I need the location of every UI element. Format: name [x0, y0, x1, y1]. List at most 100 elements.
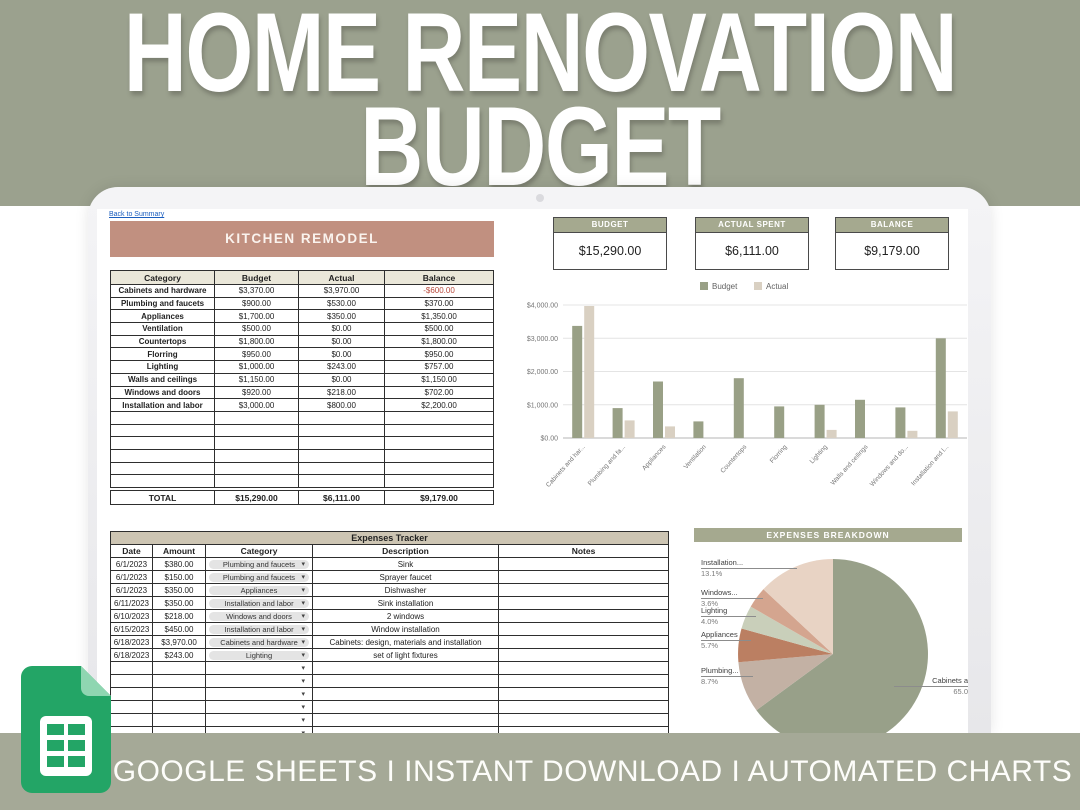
pie-label-lighting: Lighting 4.0% — [701, 606, 756, 626]
chevron-down-icon: ▾ — [301, 638, 305, 646]
budget-table: Category Budget Actual Balance Cabinets and … — [110, 270, 494, 488]
summary-card-value: $9,179.00 — [864, 244, 920, 258]
svg-text:Actual: Actual — [766, 282, 788, 291]
total-row: TOTAL $15,290.00 $6,111.00 $9,179.00 — [110, 490, 494, 505]
tracker-row: ▾ — [110, 674, 670, 688]
category-dropdown[interactable]: Appliances ▾ — [209, 585, 309, 595]
category-dropdown[interactable]: ▾ — [209, 677, 309, 686]
tracker-title-row: Expenses Tracker — [109, 531, 670, 545]
footer-text: GOOGLE SHEETS I INSTANT DOWNLOAD I AUTOM… — [112, 755, 1073, 788]
svg-text:Florring: Florring — [769, 443, 789, 464]
svg-text:Ventilation: Ventilation — [683, 443, 709, 470]
category-dropdown[interactable]: Plumbing and faucets ▾ — [209, 559, 309, 569]
tracker-header-row: Date Amount Category Description Notes — [110, 544, 670, 558]
chevron-down-icon: ▾ — [301, 586, 305, 594]
spreadsheet-screen: Back to Summary KITCHEN REMODEL Category… — [97, 209, 968, 733]
chevron-down-icon: ▾ — [301, 573, 305, 581]
tracker-row: 6/15/2023 $450.00 Installation and labor ▾ W… — [110, 622, 670, 636]
table-row: Appliances $1,700.00 $350.00 $1,350.00 — [110, 309, 494, 324]
section-title: KITCHEN REMODEL — [110, 221, 494, 257]
summary-card-actual-spent: ACTUAL SPENT $6,111.00 — [695, 217, 809, 270]
banner-title-line2: BUDGET — [360, 84, 721, 210]
chevron-down-icon: ▾ — [301, 690, 305, 698]
chevron-down-icon: ▾ — [301, 716, 305, 724]
table-row — [110, 410, 494, 425]
category-dropdown[interactable]: ▾ — [209, 703, 309, 712]
tracker-row: 6/1/2023 $150.00 Plumbing and faucets ▾ Spra… — [110, 570, 670, 584]
banner-title: HOME RENOVATION BUDGET — [0, 0, 1080, 210]
summary-card-budget: BUDGET $15,290.00 — [553, 217, 667, 270]
table-row — [110, 474, 494, 488]
table-row: Walls and ceilings $1,150.00 $0.00 $1,150.0… — [110, 372, 494, 387]
svg-text:$4,000.00: $4,000.00 — [527, 303, 558, 310]
column-header: Actual — [298, 270, 385, 285]
table-row — [110, 461, 494, 476]
svg-text:$0.00: $0.00 — [540, 436, 558, 443]
pie-label-cabinets: Cabinets a 65.0 — [894, 676, 968, 696]
expenses-breakdown-header: EXPENSES BREAKDOWN — [694, 528, 962, 542]
svg-text:$1,000.00: $1,000.00 — [527, 402, 558, 409]
budget-vs-actual-bar-chart: $0.00 $1,000.00 $2,000.00 $3,000.00 $4,000.0… — [527, 282, 967, 489]
table-row: Ventilation $500.00 $0.00 $500.00 — [110, 322, 494, 336]
column-header: Category — [205, 544, 313, 558]
budget-total-row: TOTAL $15,290.00 $6,111.00 $9,179.00 — [110, 490, 494, 505]
svg-text:$2,000.00: $2,000.00 — [527, 369, 558, 376]
category-dropdown[interactable]: Lighting ▾ — [209, 650, 309, 660]
summary-card-value: $6,111.00 — [725, 244, 779, 258]
pie-label-appliances: Appliances 5.7% — [701, 630, 751, 650]
category-dropdown[interactable]: Cabinets and hardware ▾ — [209, 637, 309, 647]
tracker-row: ▾ — [110, 687, 670, 701]
chevron-down-icon: ▾ — [301, 625, 305, 633]
svg-text:Countertops: Countertops — [719, 443, 748, 475]
svg-text:Installation and l...: Installation and l... — [910, 444, 950, 488]
footer-bar: GOOGLE SHEETS I INSTANT DOWNLOAD I AUTOM… — [0, 733, 1080, 810]
table-header-row: Category Budget Actual Balance — [110, 270, 494, 285]
chevron-down-icon: ▾ — [301, 664, 305, 672]
chevron-down-icon: ▾ — [301, 703, 305, 711]
table-row: Florring $950.00 $0.00 $950.00 — [110, 347, 494, 362]
chevron-down-icon: ▾ — [301, 560, 305, 568]
category-dropdown[interactable]: Plumbing and faucets ▾ — [209, 572, 309, 582]
summary-card-value: $15,290.00 — [578, 244, 642, 258]
category-dropdown[interactable]: ▾ — [209, 716, 309, 725]
svg-text:Lighting: Lighting — [809, 443, 830, 465]
tracker-row: ▾ — [110, 700, 670, 714]
svg-text:$3,000.00: $3,000.00 — [527, 336, 558, 343]
category-dropdown[interactable]: ▾ — [209, 690, 309, 699]
laptop-mockup: Back to Summary KITCHEN REMODEL Category… — [88, 187, 991, 733]
tracker-row: ▾ — [110, 726, 670, 734]
chevron-down-icon: ▾ — [301, 599, 305, 607]
summary-card-label: BALANCE — [836, 218, 948, 233]
column-header: Budget — [214, 270, 299, 285]
category-dropdown[interactable]: Installation and labor ▾ — [209, 598, 309, 608]
pie-label-plumbing: Plumbing... 8.7% — [701, 666, 753, 686]
tracker-row: ▾ — [110, 713, 670, 727]
table-row: Plumbing and faucets $900.00 $530.00 $370.0… — [110, 296, 494, 311]
pie-label-windows: Windows... 3.6% — [701, 588, 763, 608]
summary-card-label: BUDGET — [554, 218, 666, 233]
column-header: Date — [110, 544, 153, 558]
tracker-row: 6/1/2023 $380.00 Plumbing and faucets ▾ Sink — [110, 557, 670, 571]
column-header: Notes — [497, 544, 670, 558]
column-header: Description — [312, 544, 499, 558]
table-row: Lighting $1,000.00 $243.00 $757.00 — [110, 360, 494, 374]
expenses-tracker-table: Expenses Tracker Date Amount Category Descri… — [109, 531, 670, 734]
category-dropdown[interactable]: Windows and doors ▾ — [209, 611, 309, 621]
table-row — [110, 423, 494, 438]
category-dropdown[interactable]: ▾ — [209, 729, 309, 734]
table-row: Cabinets and hardware $3,370.00 $3,970.00-… — [110, 284, 494, 298]
tracker-row: ▾ — [110, 661, 670, 675]
tracker-row: 6/11/2023 $350.00 Installation and labor ▾ S… — [110, 596, 670, 610]
chevron-down-icon: ▾ — [301, 612, 305, 620]
category-dropdown[interactable]: ▾ — [209, 664, 309, 673]
back-to-summary-link[interactable]: Back to Summary — [109, 211, 165, 218]
chevron-down-icon: ▾ — [301, 729, 305, 734]
banner-title-line1: HOME RENOVATION — [123, 0, 958, 115]
tracker-row: 6/18/2023 $243.00 Lighting ▾ set of light fi… — [110, 648, 670, 662]
column-header: Category — [110, 270, 215, 285]
tracker-row: 6/1/2023 $350.00 Appliances ▾ Dishwasher — [110, 583, 670, 597]
chevron-down-icon: ▾ — [301, 677, 305, 685]
category-dropdown[interactable]: Installation and labor ▾ — [209, 624, 309, 634]
svg-text:Plumbing and fa...: Plumbing and fa... — [587, 444, 627, 488]
